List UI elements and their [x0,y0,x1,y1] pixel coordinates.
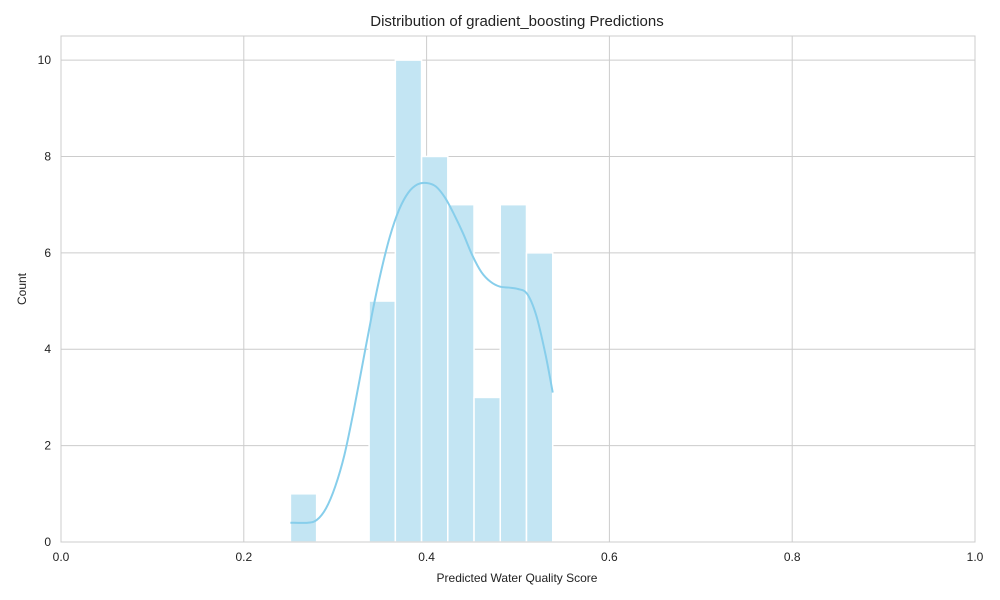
x-axis-label: Predicted Water Quality Score [437,571,598,585]
histogram-bar [289,493,318,543]
y-axis-label: Count [15,272,29,305]
y-tick-label: 2 [44,439,51,453]
chart-title: Distribution of gradient_boosting Predic… [370,13,664,30]
histogram-bar [447,203,475,543]
tick-layer: 0.0 0.2 0.4 0.6 0.8 1.0 0 2 4 6 8 10 [38,53,984,564]
histogram-bar [473,396,502,543]
y-tick-label: 4 [44,342,51,356]
x-tick-label: 0.6 [601,550,618,564]
y-tick-label: 8 [44,149,51,163]
x-tick-label: 1.0 [967,550,984,564]
y-tick-label: 6 [44,246,51,260]
kde-line [290,181,554,524]
bar-layer [289,59,554,543]
histogram-bar [499,203,528,543]
histogram-bar [420,155,449,543]
histogram-bar [394,59,423,543]
kde-layer [290,181,554,524]
x-tick-label: 0.4 [418,550,435,564]
y-tick-label: 10 [38,53,52,67]
x-tick-label: 0.2 [235,550,252,564]
y-tick-label: 0 [44,535,51,549]
x-tick-label: 0.8 [784,550,801,564]
plot-frame [60,35,976,543]
x-tick-label: 0.0 [53,550,70,564]
histogram-bar [368,300,397,543]
histogram-bar [525,252,554,543]
